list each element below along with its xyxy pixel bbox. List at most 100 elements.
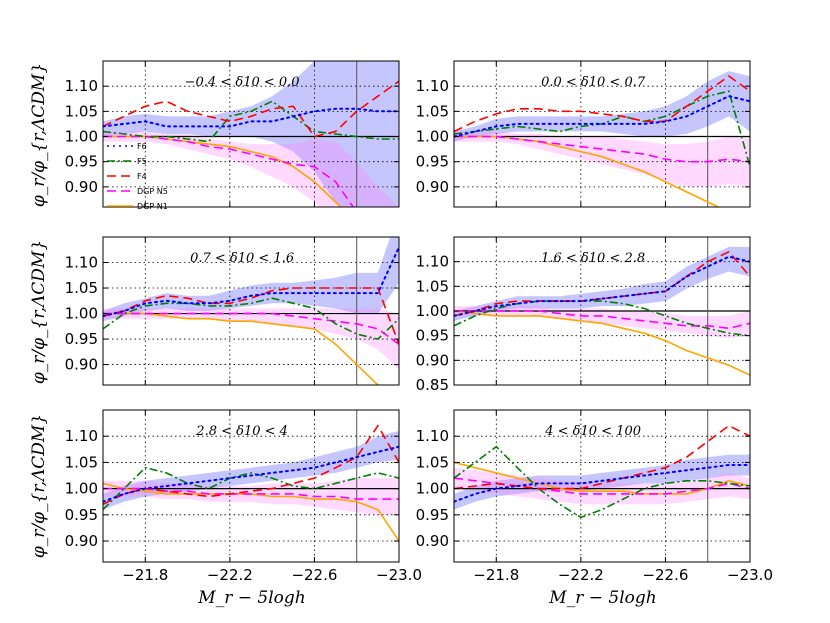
y-tick-label: 1.10: [65, 254, 98, 272]
y-tick-label: 1.00: [65, 305, 98, 323]
y-axis-label-middle: φ_r/φ_{r,ΛCDM}: [29, 240, 49, 384]
y-tick-label: 1.05: [416, 453, 449, 471]
series-line-f4: [454, 250, 750, 317]
x-tick-label: −22.6: [291, 566, 337, 584]
y-tick-label: 0.90: [416, 351, 449, 369]
series-line-f5: [454, 300, 750, 337]
series-line-f6: [454, 95, 750, 138]
y-tick-label: 0.90: [65, 178, 98, 196]
y-tick-label: 0.90: [416, 178, 449, 196]
series-line-f5: [103, 466, 399, 511]
band-f6: [103, 61, 399, 207]
panel-plot-area: [103, 410, 399, 562]
panel-2: 0.90 0.95 1.00 1.05 1.10 0.0 < δ10 < 0.7: [416, 60, 751, 208]
series-line-f4: [454, 424, 750, 490]
series-line-dgpn5: [103, 135, 355, 207]
panel-6: 0.90 0.95 1.00 1.05 1.10 −21.8 −22.2 −22.6 −23.0…: [416, 409, 773, 584]
y-tick-label: 0.95: [416, 327, 449, 345]
panel-frame: [453, 409, 751, 563]
y-tick-label: 0.90: [416, 532, 449, 550]
series-line-f4: [103, 424, 399, 506]
y-tick-label: 1.00: [65, 480, 98, 498]
y-tick-label: 1.10: [416, 77, 449, 95]
y-tick-label: 1.10: [416, 427, 449, 445]
band-f6: [454, 454, 750, 510]
series-line-f5: [454, 445, 750, 519]
panels-group: 0.90 0.95 1.00 1.05 1.10 −0.4 < δ10 < 0.0 F6 F5…: [65, 60, 773, 584]
y-tick-label: 1.10: [65, 77, 98, 95]
legend-label-f5: F5: [137, 157, 147, 166]
series-line-f4: [454, 75, 750, 133]
y-tick-label: 1.05: [65, 102, 98, 120]
series-line-f4: [103, 80, 399, 138]
x-tick-label: −22.6: [642, 566, 688, 584]
y-tick-label: 0.95: [65, 153, 98, 171]
y-tick-label: 0.95: [416, 153, 449, 171]
series-line-f6: [103, 246, 399, 318]
x-axis-label-right: M_r − 5logh: [548, 588, 656, 608]
y-tick-label: 1.05: [416, 277, 449, 295]
panel-label: 0.0 < δ10 < 0.7: [541, 75, 646, 90]
panel-5: 0.90 0.95 1.00 1.05 1.10 −21.8 −22.2 −22.6 −23.0…: [65, 409, 422, 584]
series-line-dgpn5: [103, 487, 399, 500]
x-tick-label: −21.8: [122, 566, 168, 584]
y-tick-label: 1.05: [65, 279, 98, 297]
band-f6: [103, 237, 399, 322]
x-axis-label-left: M_r − 5logh: [197, 588, 305, 608]
y-tick-label: 1.05: [416, 102, 449, 120]
band-f6: [454, 246, 750, 321]
y-tick-label: 1.10: [416, 253, 449, 271]
legend-label-f6: F6: [137, 142, 147, 151]
series-line-f6: [454, 255, 750, 317]
y-tick-label: 0.95: [416, 506, 449, 524]
panel-label: 0.7 < δ10 < 1.6: [190, 251, 294, 266]
panel-frame: [102, 60, 400, 208]
y-tick-label: 0.95: [65, 506, 98, 524]
panel-plot-area: [454, 237, 750, 385]
series-line-dgpn5: [454, 310, 750, 330]
panel-label: 1.6 < δ10 < 2.8: [541, 251, 645, 266]
band-dgpn5: [454, 306, 750, 339]
series-line-dgpn1: [454, 461, 750, 495]
band-dgpn5: [103, 478, 399, 515]
x-tick-label: −22.2: [558, 566, 604, 584]
panel-plot-area: [103, 61, 399, 207]
series-line-dgpn1: [454, 310, 750, 376]
y-tick-label: 1.10: [65, 427, 98, 445]
band-dgpn5: [454, 467, 750, 505]
band-dgpn5: [454, 131, 750, 187]
panel-plot-area: [103, 237, 399, 385]
x-tick-label: −22.2: [207, 566, 253, 584]
legend-label-dgpn5: DGP N5: [137, 187, 168, 196]
series-line-f6: [103, 107, 399, 128]
series-line-f4: [103, 287, 399, 345]
series-line-dgpn5: [454, 135, 750, 163]
y-tick-label: 0.90: [65, 356, 98, 374]
y-tick-label: 1.05: [65, 453, 98, 471]
panel-plot-area: [454, 61, 750, 207]
panel-frame: [102, 409, 400, 563]
y-tick-label: 1.00: [416, 128, 449, 146]
panel-label: 2.8 < δ10 < 4: [195, 424, 288, 439]
series-line-dgpn5: [103, 312, 399, 345]
legend-label-f4: F4: [137, 172, 147, 181]
band-f6: [454, 71, 750, 142]
band-f6: [103, 431, 399, 510]
y-tick-label: 0.85: [416, 376, 449, 394]
y-tick-label: 1.00: [416, 302, 449, 320]
series-line-f5: [103, 297, 399, 340]
panel-plot-area: [454, 410, 750, 562]
series-line-f5: [103, 100, 399, 143]
panel-frame: [453, 60, 751, 208]
legend: F6 F5 F4 DGP N5 DGP N1: [107, 142, 168, 211]
x-tick-label: −23.0: [727, 566, 773, 584]
band-dgpn5: [103, 308, 399, 370]
panel-4: 0.85 0.90 0.95 1.00 1.05 1.10 1.6 < δ10 < 2.8: [416, 236, 751, 394]
band-dgpn5: [103, 131, 399, 207]
panel-label: −0.4 < δ10 < 0.0: [185, 75, 300, 90]
series-line-f6: [103, 445, 399, 503]
y-tick-label: 1.00: [65, 128, 98, 146]
panel-3: 0.90 0.95 1.00 1.05 1.10 0.7 < δ10 < 1.6: [65, 236, 400, 386]
series-line-f6: [454, 464, 750, 503]
